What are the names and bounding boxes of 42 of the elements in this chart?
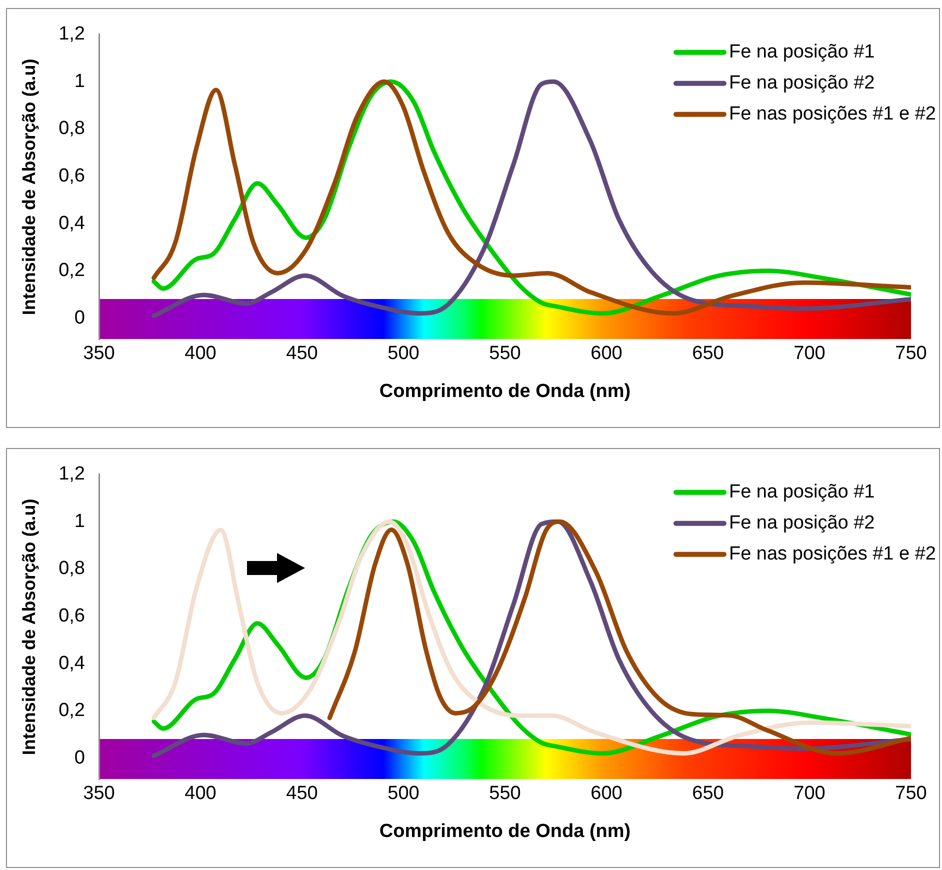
legend-label: Fe na posição #1 [728, 482, 875, 503]
legend-label: Fe na posição #2 [728, 512, 875, 534]
y-tick-label: 0,8 [58, 118, 86, 140]
x-tick-label: 450 [286, 783, 318, 804]
y-tick-label: 0,2 [58, 260, 86, 282]
x-tick-label: 550 [489, 783, 521, 804]
y-tick-label: 1,2 [58, 464, 86, 485]
y-tick-label: 0,4 [58, 652, 86, 674]
x-tick-label: 550 [489, 343, 521, 364]
x-tick-label: 650 [692, 783, 724, 804]
x-tick-label: 500 [388, 343, 420, 364]
legend-label: Fe na posição #1 [728, 42, 875, 63]
x-axis-title: Comprimento de Onda (nm) [379, 820, 631, 842]
x-tick-label: 650 [692, 343, 724, 364]
x-tick-label: 400 [184, 343, 216, 364]
x-tick-label: 600 [590, 783, 622, 804]
y-axis-title: Intensidade de Absorção (a.u) [18, 498, 39, 756]
x-axis-title: Comprimento de Onda (nm) [379, 380, 631, 402]
x-tick-label: 600 [590, 343, 622, 364]
y-tick-label: 0,2 [58, 700, 86, 722]
y-tick-label: 1 [74, 510, 86, 532]
legend-label: Fe nas posições #1 e #2 [728, 104, 936, 125]
y-tick-label: 1,2 [58, 24, 86, 45]
y-tick-label: 0,6 [58, 165, 86, 186]
y-tick-label: 0,8 [58, 558, 86, 580]
x-tick-label: 350 [83, 343, 115, 364]
x-tick-label: 350 [83, 783, 115, 804]
y-tick-label: 0,6 [58, 605, 86, 626]
x-tick-label: 400 [184, 783, 216, 804]
x-tick-label: 700 [794, 783, 826, 804]
y-tick-label: 0 [74, 747, 86, 768]
x-tick-label: 750 [895, 783, 927, 804]
legend-label: Fe na posição #2 [728, 72, 875, 94]
y-axis-title: Intensidade de Absorção (a.u) [18, 58, 39, 316]
x-tick-label: 450 [286, 343, 318, 364]
y-tick-label: 1 [74, 70, 86, 92]
x-tick-label: 750 [895, 343, 927, 364]
x-tick-label: 700 [794, 343, 826, 364]
y-tick-label: 0,4 [58, 212, 86, 234]
legend-label: Fe nas posições #1 e #2 [728, 544, 936, 565]
y-tick-label: 0 [74, 307, 86, 328]
x-tick-label: 500 [388, 783, 420, 804]
